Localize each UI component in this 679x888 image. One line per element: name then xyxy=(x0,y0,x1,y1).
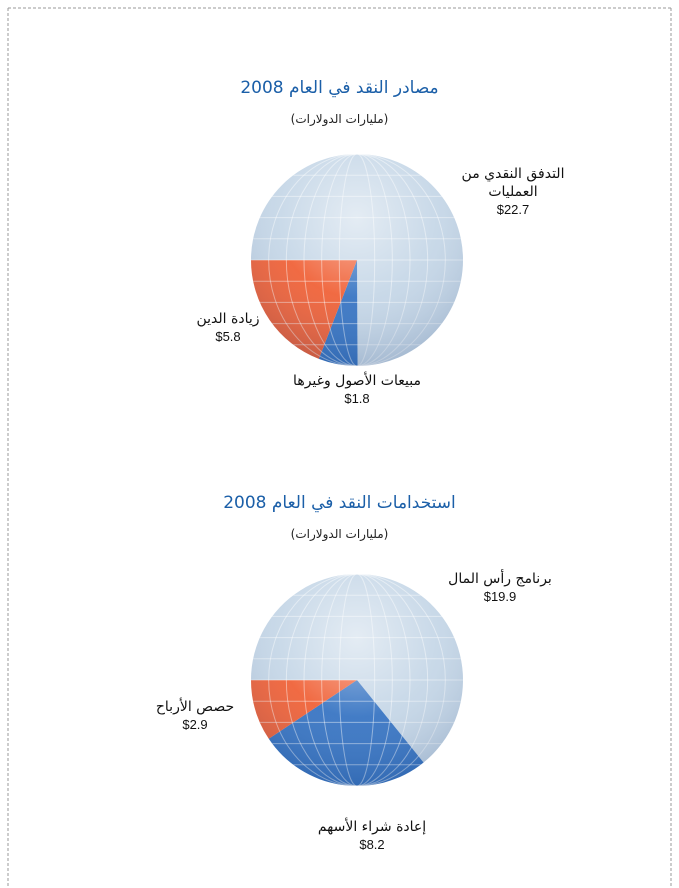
slice-value: $19.9 xyxy=(448,588,552,606)
slice-name: برنامج رأس المال xyxy=(448,571,552,587)
slice-value: $22.7 xyxy=(453,201,573,219)
chart-title: مصادر النقد في العام 2008 xyxy=(0,78,679,98)
chart-subtitle: (مليارات الدولارات) xyxy=(0,112,679,126)
slice-label: إعادة شراء الأسهم$8.2 xyxy=(318,818,426,854)
globe-shade xyxy=(251,154,463,366)
chart xyxy=(0,0,679,888)
slice-name: حصص الأرباح xyxy=(156,699,234,715)
body: {"chart_data": [ {"type": "pie", "title"… xyxy=(0,0,679,888)
slice-name: إعادة شراء الأسهم xyxy=(318,819,426,835)
slice-name: مبيعات الأصول وغيرها xyxy=(293,373,421,389)
slice-label: حصص الأرباح$2.9 xyxy=(156,698,234,734)
slice-label: التدفق النقدي من العمليات$22.7 xyxy=(453,165,573,219)
slice-value: $2.9 xyxy=(156,716,234,734)
globe-shade xyxy=(251,574,463,786)
slice-value: $8.2 xyxy=(318,836,426,854)
slice-name: زيادة الدين xyxy=(197,311,260,327)
slice-label: مبيعات الأصول وغيرها$1.8 xyxy=(293,372,421,408)
slice-label: برنامج رأس المال$19.9 xyxy=(448,570,552,606)
slice-value: $5.8 xyxy=(197,328,260,346)
page: html, body { margin: 0; padding: 0; } bo… xyxy=(0,0,679,888)
slice-name: التدفق النقدي من العمليات xyxy=(462,166,565,200)
slice-label: زيادة الدين$5.8 xyxy=(197,310,260,346)
chart-subtitle: (مليارات الدولارات) xyxy=(0,527,679,541)
slice-value: $1.8 xyxy=(293,390,421,408)
chart-title: استخدامات النقد في العام 2008 xyxy=(0,493,679,513)
